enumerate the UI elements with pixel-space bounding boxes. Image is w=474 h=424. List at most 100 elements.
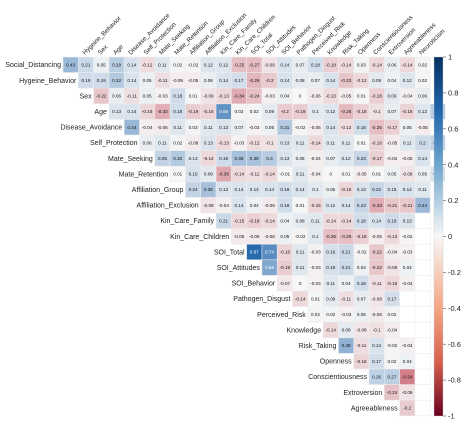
heatmap-cell	[323, 166, 339, 182]
heatmap-cell	[369, 57, 384, 73]
heatmap-cell	[201, 150, 216, 166]
heatmap-cell	[369, 150, 384, 166]
heatmap-cell	[354, 338, 369, 354]
heatmap-cell	[201, 72, 216, 88]
heatmap-cell	[216, 213, 231, 229]
cell-value-label: 0.04	[280, 218, 289, 223]
heatmap-cell	[323, 119, 339, 135]
heatmap-cell	[246, 57, 262, 73]
cell-value-label: -0.05	[173, 78, 184, 83]
cell-value-label: -0.02	[295, 234, 306, 239]
cell-value-label: 0.09	[326, 296, 335, 301]
cell-value-label: 0.11	[173, 125, 182, 130]
cell-value-label: -0.13	[356, 78, 367, 83]
cell-value-label: -0.09	[203, 94, 214, 99]
cell-value-label: -0.15	[341, 187, 352, 192]
cell-value-label: 0.05	[357, 312, 366, 317]
cell-value-label: -0.03	[157, 94, 168, 99]
cell-value-label: 0.11	[418, 187, 427, 192]
heatmap-cell	[155, 150, 170, 166]
heatmap-cell	[415, 166, 430, 182]
cell-value-label: 0.21	[81, 62, 90, 67]
cell-value-label: 0.03	[357, 62, 366, 67]
heatmap-cell	[338, 275, 354, 291]
cell-value-label: -0.05	[387, 140, 398, 145]
cell-value-label: 0.24	[189, 187, 198, 192]
heatmap-cell	[170, 119, 186, 135]
cell-value-label: 0.11	[204, 125, 213, 130]
cell-value-label: -0.14	[295, 296, 306, 301]
cell-value-label: -0.16	[371, 140, 382, 145]
heatmap-cell	[262, 213, 277, 229]
heatmap-cell	[277, 182, 293, 198]
heatmap-cell	[338, 57, 354, 73]
cell-value-label: -0.04	[402, 343, 413, 348]
heatmap-cell	[231, 228, 247, 244]
heatmap-cell	[384, 306, 400, 322]
heatmap-cell	[185, 104, 201, 120]
heatmap-cell	[124, 57, 140, 73]
cell-value-label: 0.11	[326, 281, 335, 286]
heatmap-cell	[262, 150, 277, 166]
cell-value-label: 0.32	[173, 156, 182, 161]
cell-value-label: 0.16	[326, 250, 335, 255]
cell-value-label: 0.14	[280, 62, 289, 67]
heatmap-cell	[308, 244, 323, 260]
cell-value-label: -0.14	[326, 218, 337, 223]
cell-value-label: 0.32	[112, 78, 121, 83]
heatmap-cell	[399, 213, 415, 229]
heatmap-cell	[369, 197, 384, 213]
heatmap-cell	[155, 135, 170, 151]
cell-value-label: 0.38	[234, 156, 243, 161]
cell-value-label: -0.05	[402, 156, 413, 161]
cell-value-label: -0.03	[310, 281, 321, 286]
cell-value-label: 0.05	[143, 94, 152, 99]
cell-value-label: -0.05	[356, 172, 367, 177]
cell-value-label: 0.04	[342, 281, 351, 286]
heatmap-cell	[231, 166, 247, 182]
cell-value-label: 0.15	[387, 187, 396, 192]
heatmap-cell	[323, 135, 339, 151]
grid-layer	[62, 56, 431, 417]
cell-value-label: 0.11	[296, 250, 305, 255]
cell-value-label: 0.25	[158, 156, 167, 161]
heatmap-cell	[384, 353, 400, 369]
heatmap-cell	[384, 57, 400, 73]
cell-value-label: 0.2	[419, 140, 426, 145]
cell-value-label: 0.11	[296, 265, 305, 270]
heatmap-cell	[292, 291, 308, 307]
cell-value-label: 0.21	[342, 265, 351, 270]
cell-value-label: 0.14	[127, 109, 136, 114]
heatmap-cell	[292, 88, 308, 104]
cell-value-label: 0.13	[219, 187, 228, 192]
heatmap-cell	[369, 72, 384, 88]
cell-value-label: -0.09	[402, 390, 413, 395]
heatmap-cell	[308, 275, 323, 291]
cell-value-label: -0.2	[266, 78, 274, 83]
cell-value-label: 0.06	[143, 140, 152, 145]
cell-value-label: 0.14	[234, 187, 243, 192]
cell-value-label: -0.03	[234, 140, 245, 145]
heatmap-cell	[231, 197, 247, 213]
cell-value-label: -0.14	[371, 62, 382, 67]
cell-value-label: 0.18	[280, 187, 289, 192]
heatmap-cell	[369, 353, 384, 369]
row-label: Risk_Taking	[299, 343, 337, 350]
heatmap-cell	[338, 306, 354, 322]
cell-value-label: -0.17	[387, 125, 398, 130]
heatmap-cell	[399, 57, 415, 73]
cell-value-label: 0.23	[357, 156, 366, 161]
heatmap-cell	[323, 197, 339, 213]
heatmap-cell	[292, 275, 308, 291]
heatmap-cell	[170, 88, 186, 104]
heatmap-cell	[246, 150, 262, 166]
row-label: Extroversion	[343, 390, 382, 397]
cell-value-label: -0.18	[371, 94, 382, 99]
cell-value-label: 0.05	[97, 62, 106, 67]
cell-value-label: 0.07	[387, 109, 396, 114]
cell-value-label: 0.14	[326, 78, 335, 83]
cell-value-label: 0.06	[204, 78, 213, 83]
heatmap-cell	[354, 182, 369, 198]
heatmap-cell	[63, 57, 78, 73]
heatmap-cell	[384, 260, 400, 276]
